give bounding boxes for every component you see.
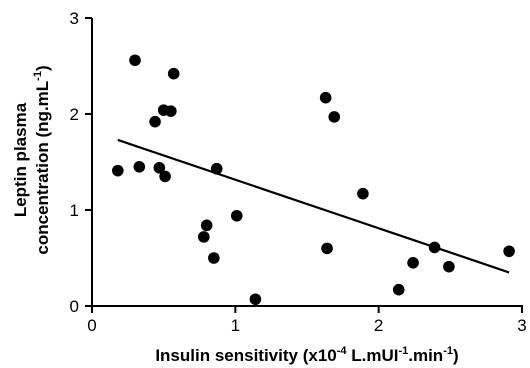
data-point — [112, 164, 124, 177]
data-points — [112, 54, 515, 306]
trendline-group — [117, 138, 510, 274]
y-tick-label: 3 — [70, 9, 79, 28]
chart-ticks: 0 1 2 3 0 1 2 3 — [70, 9, 527, 335]
data-point — [149, 115, 161, 128]
data-point — [249, 293, 262, 306]
data-point — [392, 283, 405, 296]
x-axis-title: Insulin sensitivity (x10-4 L.mUI-1.min-1… — [155, 345, 458, 365]
regression-line — [117, 138, 510, 274]
data-point — [133, 161, 146, 173]
x-tick-label: 0 — [87, 316, 96, 335]
data-point — [200, 219, 213, 232]
y-axis-title-line2: concentration (ng.mL-1) — [32, 65, 52, 254]
data-point — [210, 162, 223, 175]
data-point — [208, 252, 220, 264]
y-axis-title-line1: Leptin plasma — [11, 102, 30, 217]
data-point — [321, 242, 333, 255]
data-point — [153, 161, 166, 174]
data-point — [357, 187, 369, 200]
x-tick-label: 2 — [374, 316, 383, 335]
data-point — [319, 91, 332, 104]
y-tick-label: 1 — [70, 201, 79, 220]
data-point — [159, 170, 171, 183]
y-tick-label: 2 — [70, 105, 79, 124]
chart-axes — [91, 18, 523, 307]
data-point — [428, 241, 441, 254]
data-point — [328, 111, 341, 123]
data-point — [167, 67, 180, 80]
data-point — [165, 105, 177, 117]
data-point — [129, 54, 141, 67]
data-point — [503, 245, 515, 258]
x-tick-label: 3 — [517, 316, 526, 335]
y-tick-label: 0 — [70, 297, 79, 316]
data-point — [407, 257, 419, 269]
x-tick-label: 1 — [231, 316, 240, 335]
data-point — [230, 209, 243, 222]
data-point — [198, 231, 210, 243]
data-point — [443, 260, 455, 273]
